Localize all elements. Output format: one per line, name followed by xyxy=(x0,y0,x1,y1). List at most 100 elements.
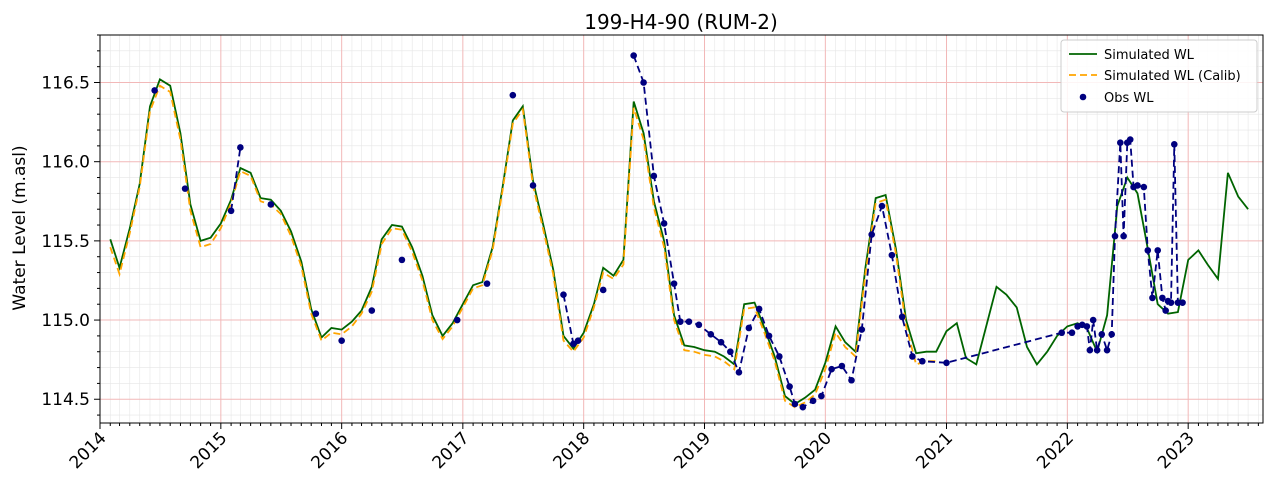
obs-wl-point xyxy=(755,305,763,313)
legend-label: Simulated WL xyxy=(1104,48,1195,63)
obs-wl-point xyxy=(483,280,491,287)
obs-wl-point xyxy=(1083,323,1091,330)
obs-wl-point xyxy=(640,79,647,86)
y-tick-label: 116.5 xyxy=(41,74,90,94)
obs-wl-point xyxy=(809,397,817,405)
obs-wl-point xyxy=(1108,331,1116,338)
obs-wl-point xyxy=(1120,232,1127,240)
obs-wl-point xyxy=(943,359,950,367)
obs-wl-point xyxy=(707,331,715,338)
obs-wl-point xyxy=(398,256,406,264)
obs-wl-point xyxy=(237,144,244,151)
obs-wl-point xyxy=(1162,307,1169,314)
obs-wl-point xyxy=(677,318,684,325)
plot-area: 2014 2015 2016 2017 2018 2019 2020 2021 2022 2023… xyxy=(41,34,1264,473)
obs-wl-point xyxy=(1058,329,1066,337)
obs-wl-point xyxy=(529,182,537,189)
x-tick-label: 2021 xyxy=(912,428,957,473)
obs-wl-point xyxy=(1098,331,1106,338)
obs-wl-point xyxy=(151,87,158,94)
obs-wl-point xyxy=(909,353,916,360)
obs-wl-point xyxy=(1174,299,1182,306)
obs-wl-point xyxy=(227,207,235,215)
plot-frame xyxy=(99,34,1264,424)
obs-wl-point xyxy=(1068,329,1076,337)
y-tick-label: 114.5 xyxy=(41,390,90,410)
obs-wl-point xyxy=(1149,294,1156,302)
x-tick-label: 2022 xyxy=(1033,428,1078,473)
obs-wl-point xyxy=(818,392,825,400)
obs-wl-point xyxy=(685,318,693,325)
obs-wl-point xyxy=(1140,183,1148,191)
obs-wl-point xyxy=(1103,346,1111,354)
obs-wl-point xyxy=(868,231,875,238)
obs-wl-point xyxy=(858,326,866,333)
obs-wl-point xyxy=(630,52,637,59)
obs-wl-point xyxy=(765,332,773,340)
x-tick-label: 2017 xyxy=(429,428,474,473)
obs-wl-point xyxy=(1134,182,1141,189)
series-line-obs-wl xyxy=(562,294,579,346)
x-tick-label: 2019 xyxy=(670,428,715,473)
obs-wl-point xyxy=(1170,140,1178,148)
obs-wl-point xyxy=(919,357,926,365)
obs-wl-point xyxy=(1159,294,1166,302)
y-tick-label: 116.0 xyxy=(41,153,90,173)
series-layer xyxy=(109,52,1249,411)
obs-wl-point xyxy=(560,291,567,299)
obs-wl-point xyxy=(898,313,906,321)
obs-wl-point xyxy=(727,348,734,356)
x-tick-label: 2018 xyxy=(549,428,594,473)
obs-wl-point xyxy=(1089,316,1097,324)
y-tick-label: 115.0 xyxy=(41,311,90,331)
x-tick-label: 2014 xyxy=(66,428,111,473)
obs-wl-point xyxy=(828,365,835,373)
legend-label: Simulated WL (Calib) xyxy=(1104,69,1241,84)
obs-wl-point xyxy=(1154,247,1162,254)
obs-wl-point xyxy=(574,337,582,344)
y-axis-title: Water Level (m.asl) xyxy=(10,145,30,310)
x-tick-label: 2016 xyxy=(307,428,352,473)
obs-wl-point xyxy=(1144,247,1152,254)
obs-wl-point xyxy=(717,338,725,346)
legend-label: Obs WL xyxy=(1104,91,1154,106)
obs-wl-point xyxy=(848,376,855,384)
obs-wl-point xyxy=(570,340,577,348)
obs-wl-point xyxy=(599,286,607,294)
obs-wl-point xyxy=(745,324,753,332)
obs-wl-point xyxy=(181,185,189,192)
obs-wl-point xyxy=(888,251,896,259)
obs-wl-point xyxy=(1126,136,1134,143)
obs-wl-point xyxy=(1111,232,1119,240)
obs-wl-point xyxy=(650,172,658,180)
obs-wl-point xyxy=(453,316,461,324)
obs-wl-point xyxy=(786,383,793,390)
obs-wl-point xyxy=(1093,346,1101,354)
legend: Simulated WL Simulated WL (Calib) Obs WL xyxy=(1060,39,1258,113)
obs-wl-point xyxy=(695,321,703,329)
obs-wl-point xyxy=(878,202,886,210)
obs-wl-point xyxy=(799,403,807,411)
obs-wl-point xyxy=(509,91,517,99)
obs-wl-point xyxy=(791,400,799,408)
obs-wl-point xyxy=(670,280,678,287)
obs-wl-point xyxy=(368,307,376,314)
obs-wl-point xyxy=(776,353,783,360)
x-tick-label: 2023 xyxy=(1154,428,1199,473)
x-tick-label: 2020 xyxy=(791,428,836,473)
y-tick-label: 115.5 xyxy=(41,232,90,252)
obs-wl-point xyxy=(267,201,275,208)
obs-wl-point xyxy=(1179,299,1186,306)
obs-wl-point xyxy=(1167,299,1175,306)
legend-box xyxy=(1060,39,1258,113)
obs-wl-point xyxy=(838,362,846,370)
x-tick-label: 2015 xyxy=(187,428,232,473)
obs-wl-point xyxy=(1117,139,1124,146)
obs-wl-point xyxy=(660,220,668,227)
obs-wl-point xyxy=(735,369,743,376)
legend-marker-obs-wl xyxy=(1079,93,1087,101)
chart-title: 199-H4-90 (RUM-2) xyxy=(584,10,778,34)
obs-wl-point xyxy=(1086,346,1094,354)
obs-wl-point xyxy=(312,310,320,318)
